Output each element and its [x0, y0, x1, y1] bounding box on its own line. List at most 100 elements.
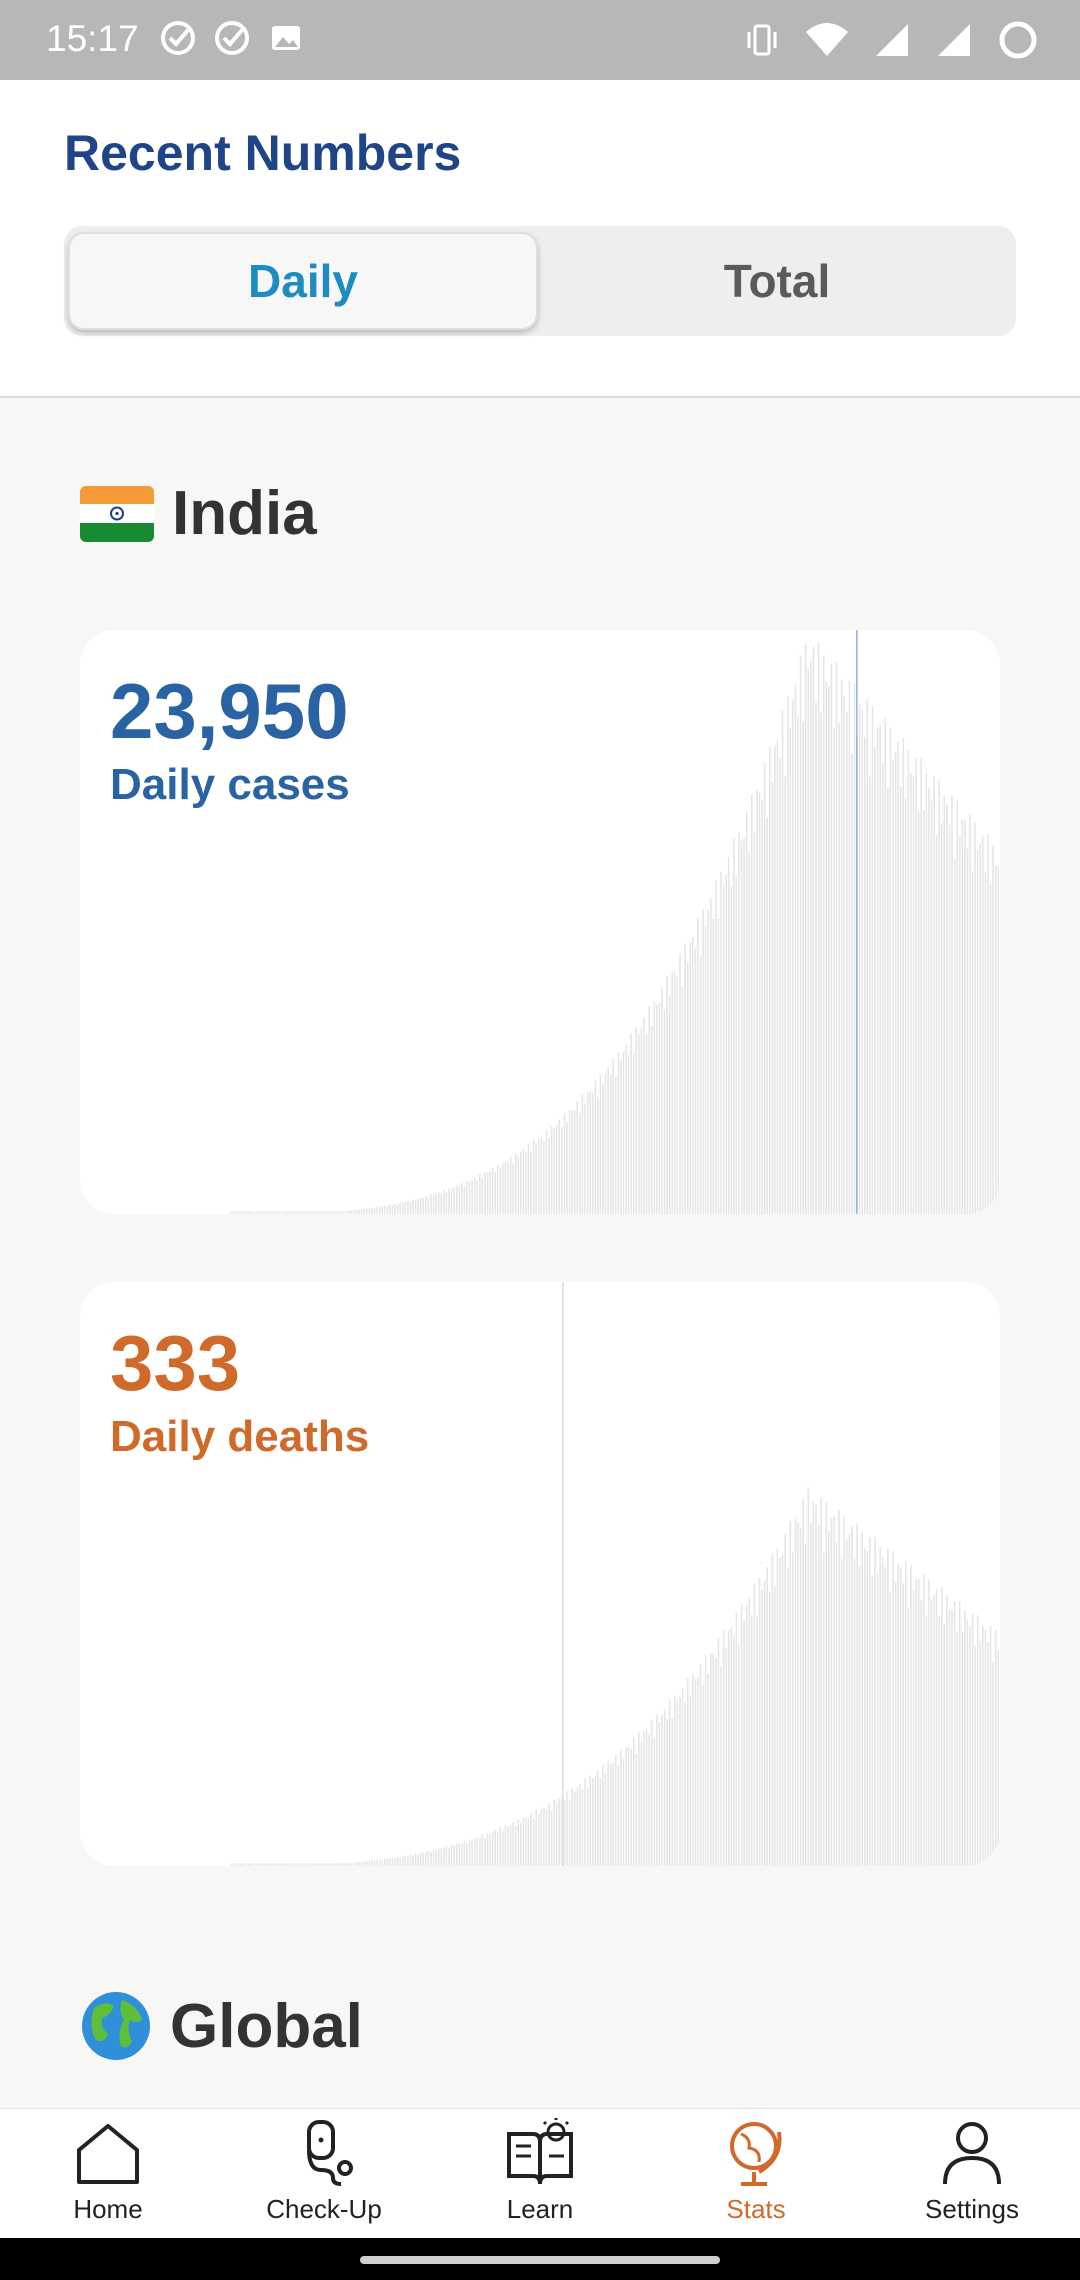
- chart-bar: [404, 1202, 407, 1214]
- chart-bar: [314, 1211, 317, 1214]
- section-title-india: India: [172, 479, 317, 548]
- daily-total-toggle: Daily Total: [64, 226, 1016, 336]
- chart-bar: [271, 1211, 273, 1214]
- person-icon: [943, 2122, 1001, 2185]
- chart-bar: [509, 1825, 512, 1866]
- chart-bar: [396, 1856, 399, 1866]
- chart-bar: [419, 1852, 422, 1866]
- chart-bar: [432, 1849, 435, 1866]
- chart-bar: [258, 1863, 260, 1866]
- chart-bar: [543, 1807, 545, 1866]
- chart-bar: [846, 712, 848, 1214]
- gesture-handle[interactable]: [360, 2256, 720, 2264]
- chart-bar: [817, 641, 820, 1214]
- chart-bar: [273, 1863, 276, 1866]
- tab-daily[interactable]: Daily: [68, 232, 538, 330]
- chart-bar: [907, 750, 910, 1214]
- chart-bar: [517, 1819, 520, 1866]
- chart-bar: [733, 838, 735, 1214]
- chart-bar: [686, 1678, 689, 1866]
- chart-bar: [828, 686, 830, 1214]
- chart-bar: [894, 1582, 897, 1866]
- chart-bar: [281, 1211, 283, 1214]
- chart-bar: [843, 695, 845, 1214]
- chart-bar: [869, 1537, 871, 1866]
- chart-bar: [638, 1732, 640, 1866]
- chart-bar: [622, 1758, 625, 1866]
- chart-bar: [591, 1093, 594, 1214]
- chart-bar: [648, 1005, 650, 1214]
- chart-bar: [976, 1615, 979, 1866]
- chart-bar: [443, 1190, 445, 1214]
- chart-bar: [402, 1202, 404, 1214]
- chart-bar: [866, 1550, 869, 1866]
- chart-bar: [430, 1194, 432, 1214]
- chart-bar: [976, 850, 979, 1214]
- chart-bar: [892, 759, 894, 1214]
- chart-bar: [540, 1808, 543, 1866]
- chart-bar: [499, 1827, 502, 1866]
- chart-bar: [761, 799, 763, 1214]
- chart-bar: [360, 1861, 363, 1866]
- chart-bar: [419, 1198, 422, 1214]
- chart-bar: [466, 1843, 468, 1866]
- nav-item-settings[interactable]: Settings: [864, 2109, 1080, 2239]
- chart-bar: [281, 1863, 283, 1866]
- chart-bar: [668, 995, 671, 1214]
- chart-bar: [484, 1838, 486, 1866]
- chart-bar: [774, 745, 776, 1214]
- chart-bar: [974, 1646, 976, 1866]
- nav-item-stats[interactable]: Stats: [648, 2109, 864, 2239]
- nav-item-home[interactable]: Home: [0, 2109, 216, 2239]
- chart-bar: [784, 1534, 786, 1866]
- chart-bar: [853, 1559, 856, 1866]
- chart-bar: [720, 871, 722, 1214]
- chart-bar: [835, 1542, 838, 1866]
- chart-bar: [840, 679, 843, 1214]
- chart-bar: [594, 1080, 597, 1214]
- chart-bar: [884, 1567, 887, 1866]
- daily-deaths-value: 333: [110, 1319, 241, 1407]
- chart-bar: [545, 1808, 548, 1866]
- gesture-bar: [0, 2238, 1080, 2280]
- chart-bar: [776, 740, 779, 1214]
- vibrate-icon: [747, 24, 777, 56]
- chart-bar: [771, 781, 774, 1214]
- daily-deaths-card[interactable]: 333 Daily deaths: [80, 1282, 1000, 1866]
- tab-total[interactable]: Total: [723, 255, 831, 307]
- chart-bar: [989, 1625, 992, 1866]
- chart-bar: [758, 792, 761, 1214]
- wifi-icon: [806, 23, 848, 56]
- chart-bar: [609, 1763, 612, 1866]
- chart-bar: [933, 1594, 935, 1866]
- chart-bar: [597, 1097, 599, 1214]
- chart-bar: [250, 1863, 253, 1866]
- chart-bar: [437, 1192, 440, 1214]
- chart-bar: [879, 1547, 881, 1866]
- chart-bar: [727, 856, 730, 1214]
- chart-bar: [358, 1862, 360, 1866]
- chart-bar: [509, 1156, 512, 1214]
- chart-bar: [432, 1195, 435, 1214]
- chart-bar: [794, 1518, 797, 1866]
- chart-bar: [974, 822, 976, 1214]
- status-time: 15:17: [46, 18, 139, 59]
- chart-bar: [391, 1205, 394, 1214]
- chart-bar: [453, 1187, 455, 1214]
- chart-bar: [804, 1543, 807, 1866]
- nav-item-check-up[interactable]: Check-Up: [216, 2109, 432, 2239]
- chart-bar: [630, 1033, 632, 1214]
- nav-label-check-up: Check-Up: [266, 2194, 382, 2224]
- chart-bar: [799, 1527, 802, 1866]
- check-circle-icon: [215, 21, 249, 55]
- chart-bar: [568, 1110, 571, 1214]
- chart-bar: [230, 1863, 232, 1866]
- nav-item-learn[interactable]: Learn: [432, 2109, 648, 2239]
- chart-bar: [789, 1520, 792, 1866]
- chart-bar: [407, 1200, 409, 1214]
- section-heading-global: Global: [80, 1990, 363, 2062]
- chart-bar: [704, 1655, 707, 1866]
- daily-cases-card[interactable]: 23,950 Daily cases: [80, 630, 1000, 1214]
- chart-bar: [825, 1501, 828, 1866]
- chart-bar: [748, 1598, 751, 1866]
